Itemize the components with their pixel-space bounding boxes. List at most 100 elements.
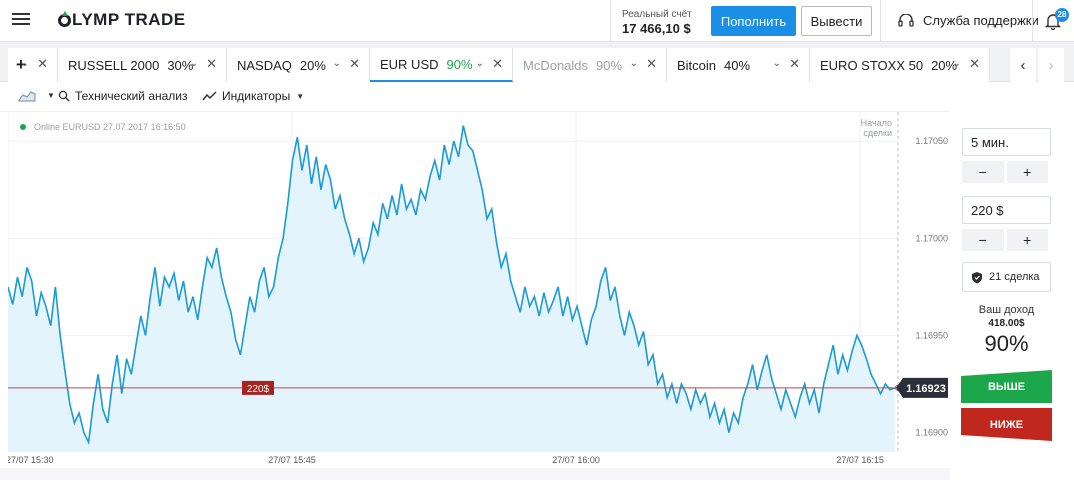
logo-text: LYMP TRADE: [72, 10, 186, 29]
deal-start-label: Начало: [861, 118, 892, 128]
chevron-down-icon[interactable]: ⌄: [189, 58, 198, 69]
header-divider: [880, 0, 881, 42]
tab-payout: 90%: [596, 57, 623, 73]
price-chart-svg[interactable]: 1.17050 1.17000 1.16950 1.16900 27/07 15:30 2…: [8, 112, 948, 468]
tab-nasdaq[interactable]: NASDAQ 20% ⌄ ✕: [227, 48, 370, 82]
online-status-text: Online EURUSD 27.07.2017 16:16:50: [34, 122, 186, 132]
chevron-right-icon[interactable]: ›: [1038, 48, 1064, 82]
amount-stepper: − +: [962, 229, 1051, 251]
deals-button[interactable]: 21 сделка: [962, 262, 1051, 292]
tab-russell-2000[interactable]: RUSSELL 2000 30% ⌄ ✕: [58, 48, 227, 82]
close-icon[interactable]: ✕: [969, 56, 980, 71]
tab-payout: 40%: [724, 57, 751, 73]
magnifier-chart-icon: [58, 90, 70, 102]
notification-badge: 28: [1055, 8, 1069, 22]
tab-bitcoin[interactable]: Bitcoin 40% ⌄ ✕: [667, 48, 810, 82]
x-tick-label: 27/07 16:15: [836, 455, 884, 465]
account-info[interactable]: Реальный счёт 17 466,10 $: [622, 9, 692, 36]
duration-increase-button[interactable]: +: [1006, 161, 1048, 183]
put-down-button[interactable]: НИЖЕ: [961, 408, 1052, 441]
current-price-tag-label: 1.16923: [906, 383, 946, 395]
call-up-button[interactable]: ВЫШЕ: [961, 370, 1052, 403]
duration-decrease-button[interactable]: −: [962, 161, 1004, 183]
top-bar: LYMP TRADE Реальный счёт 17 466,10 $ Поп…: [0, 0, 1074, 42]
add-asset-tab[interactable]: + ⌄ ✕: [8, 48, 58, 82]
amount-decrease-button[interactable]: −: [962, 229, 1004, 251]
area-chart-icon: [18, 91, 36, 102]
indicators-button[interactable]: Индикаторы ▼: [202, 89, 304, 103]
logo-o-mark: [58, 10, 71, 27]
chart-type-selector[interactable]: ▼: [18, 89, 55, 102]
close-icon[interactable]: ✕: [492, 56, 503, 71]
online-dot-icon: [20, 124, 26, 130]
tab-payout: 20%: [931, 57, 958, 73]
close-icon[interactable]: ✕: [646, 56, 657, 71]
caret-down-icon: ▼: [296, 91, 305, 101]
asset-tabs: + ⌄ ✕ RUSSELL 2000 30% ⌄ ✕ NASDAQ 20% ⌄ …: [8, 48, 990, 82]
income-percent: 90%: [984, 331, 1029, 356]
investment-marker-bg: [242, 380, 274, 395]
tab-euro-stoxx-50[interactable]: EURO STOXX 50 20% ⌄ ✕: [810, 48, 990, 82]
current-price-tag-bg: [896, 377, 948, 398]
account-type-label: Реальный счёт: [622, 9, 692, 20]
income-value: 418.00$: [988, 318, 1025, 329]
close-icon[interactable]: ✕: [206, 56, 217, 71]
duration-stepper: − +: [962, 161, 1051, 183]
account-balance: 17 466,10 $: [622, 21, 691, 36]
chevron-down-icon[interactable]: ⌄: [20, 58, 29, 69]
y-tick-label: 1.17050: [915, 136, 948, 146]
chart-toolbar: ▼ Технический анализ Индикаторы ▼: [0, 82, 950, 112]
tab-name: EUR USD: [380, 56, 439, 72]
y-tick-label: 1.16950: [915, 330, 948, 340]
deal-start-label: сделки: [863, 128, 892, 138]
technical-analysis-button[interactable]: Технический анализ: [58, 89, 188, 103]
logo[interactable]: LYMP TRADE: [58, 10, 186, 30]
chevron-left-icon[interactable]: ‹: [1010, 48, 1036, 82]
header-divider: [610, 0, 611, 42]
price-line: [8, 125, 896, 446]
bottom-strip: [0, 468, 950, 480]
close-icon[interactable]: ✕: [349, 56, 360, 71]
tab-name: McDonalds: [523, 57, 589, 73]
price-area-fill: [8, 125, 895, 452]
price-chart[interactable]: 1.17050 1.17000 1.16950 1.16900 27/07 15:30 2…: [8, 112, 948, 468]
tab-name: EURO STOXX 50: [820, 57, 924, 73]
menu-icon[interactable]: [12, 13, 30, 29]
amount-increase-button[interactable]: +: [1006, 229, 1048, 251]
deposit-button[interactable]: Пополнить: [711, 6, 796, 36]
x-tick-label: 27/07 16:00: [552, 455, 600, 465]
y-tick-label: 1.16900: [915, 428, 948, 438]
asset-tabs-bar: + ⌄ ✕ RUSSELL 2000 30% ⌄ ✕ NASDAQ 20% ⌄ …: [0, 42, 1074, 82]
plus-icon[interactable]: +: [16, 55, 26, 74]
support-label: Служба поддержки: [923, 13, 1039, 28]
tab-payout: 30%: [167, 57, 194, 73]
chevron-down-icon[interactable]: ⌄: [475, 58, 484, 69]
support-link[interactable]: Служба поддержки: [898, 13, 1039, 28]
headset-icon: [898, 13, 914, 27]
header-divider: [1032, 0, 1033, 42]
tab-name: Bitcoin: [677, 57, 717, 73]
tab-eur-usd[interactable]: EUR USD 90% ⌄ ✕: [370, 48, 513, 82]
close-icon[interactable]: ✕: [789, 56, 800, 71]
x-tick-label: 27/07 15:30: [8, 455, 54, 465]
tab-mcdonalds[interactable]: McDonalds 90% ⌄ ✕: [513, 48, 667, 82]
trade-panel: 5 мин. − + 220 $ − + 21 сделка Ваш доход…: [950, 112, 1074, 480]
x-tick-label: 27/07 15:45: [268, 455, 316, 465]
deals-label: 21 сделка: [989, 271, 1040, 283]
shield-icon: [972, 271, 982, 283]
duration-field[interactable]: 5 мин.: [962, 128, 1051, 156]
chevron-down-icon[interactable]: ⌄: [952, 58, 961, 69]
tab-payout: 20%: [299, 57, 326, 73]
amount-field[interactable]: 220 $: [962, 196, 1051, 224]
caret-down-icon: ▼: [47, 91, 55, 100]
withdraw-button[interactable]: Вывести: [801, 6, 872, 36]
chevron-down-icon[interactable]: ⌄: [332, 58, 341, 69]
indicators-icon: [202, 91, 217, 101]
close-icon[interactable]: ✕: [37, 56, 48, 71]
chevron-down-icon[interactable]: ⌄: [629, 58, 638, 69]
tab-payout: 90%: [446, 56, 473, 72]
indicators-label: Индикаторы: [222, 89, 291, 103]
tab-name: RUSSELL 2000: [68, 57, 160, 73]
chevron-down-icon[interactable]: ⌄: [772, 58, 781, 69]
